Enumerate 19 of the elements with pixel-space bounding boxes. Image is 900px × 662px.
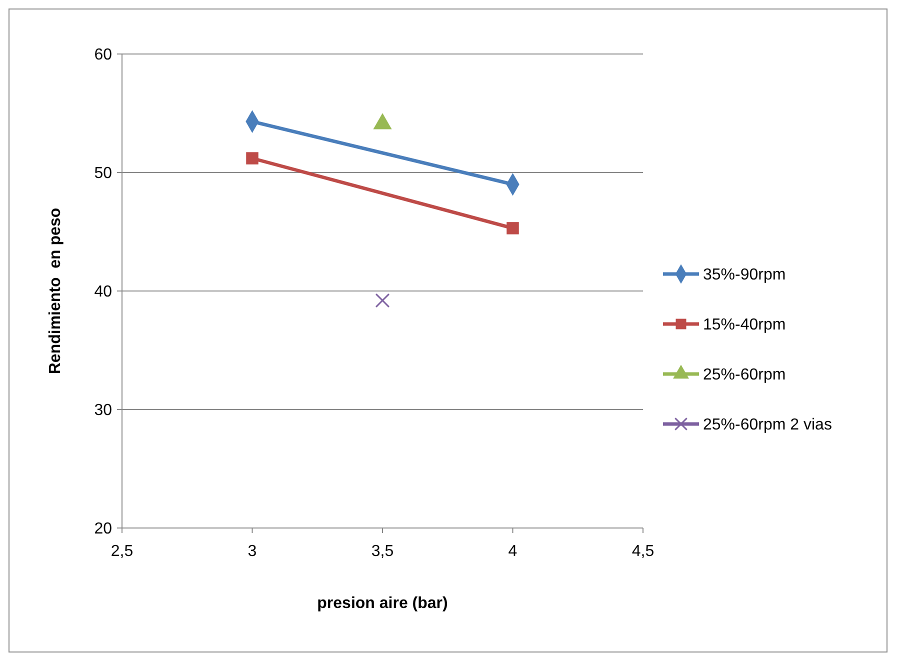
x-tick-label: 3,5 bbox=[371, 543, 394, 560]
legend-label: 35%-90rpm bbox=[703, 266, 786, 284]
y-tick-label: 60 bbox=[94, 46, 112, 64]
y-axis-title: Rendimiento en peso bbox=[47, 208, 64, 374]
legend-label: 15%-40rpm bbox=[703, 316, 786, 334]
x-axis-title: presion aire (bar) bbox=[317, 595, 448, 612]
x-tick-label: 4 bbox=[508, 543, 518, 560]
y-tick-label: 50 bbox=[94, 165, 112, 182]
x-tick-label: 2,5 bbox=[110, 543, 134, 560]
y-tick-label: 40 bbox=[94, 284, 112, 301]
legend-label: 25%-60rpm 2 vias bbox=[703, 416, 832, 434]
point bbox=[246, 152, 258, 164]
y-tick-label: 30 bbox=[94, 402, 112, 420]
legend-label: 25%-60rpm bbox=[703, 366, 786, 384]
point bbox=[375, 293, 390, 308]
point bbox=[506, 222, 519, 234]
x-tick-label: 3 bbox=[248, 543, 257, 560]
x-tick-label: 4,5 bbox=[632, 543, 654, 560]
y-tick-label: 20 bbox=[94, 520, 112, 538]
